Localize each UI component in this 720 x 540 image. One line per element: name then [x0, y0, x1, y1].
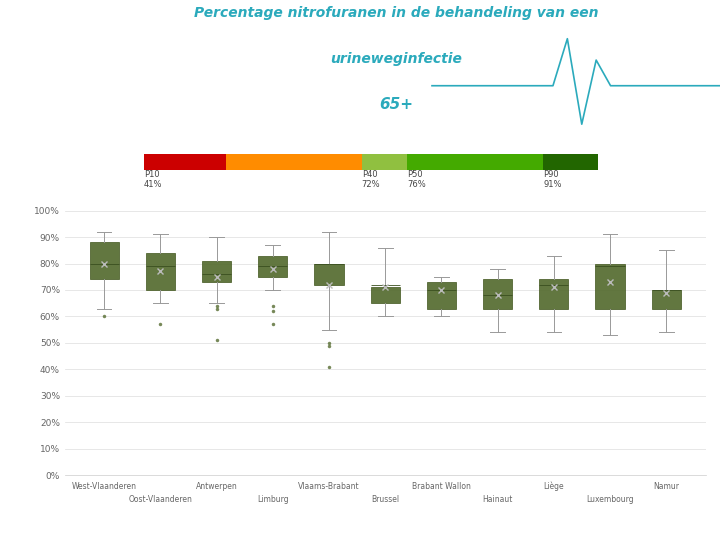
Text: Oost-Vlaanderen: Oost-Vlaanderen [128, 495, 192, 504]
Text: Brabant Wallon: Brabant Wallon [412, 482, 471, 491]
Text: West-Vlaanderen: West-Vlaanderen [72, 482, 137, 491]
Text: urineweginfectie: urineweginfectie [330, 52, 462, 66]
PathPatch shape [483, 279, 512, 308]
Text: P40
72%: P40 72% [361, 170, 380, 190]
Bar [407, 154, 543, 170]
Text: Namur: Namur [653, 482, 679, 491]
Bar [361, 154, 407, 170]
Text: Antwerpen: Antwerpen [196, 482, 238, 491]
PathPatch shape [89, 242, 119, 279]
PathPatch shape [145, 253, 175, 290]
Text: P50
76%: P50 76% [407, 170, 426, 190]
Text: Limburg: Limburg [257, 495, 289, 504]
PathPatch shape [595, 264, 625, 308]
Bar [225, 154, 361, 170]
PathPatch shape [371, 287, 400, 303]
PathPatch shape [427, 282, 456, 308]
Text: Luxembourg: Luxembourg [586, 495, 634, 504]
PathPatch shape [258, 255, 287, 276]
Bar [543, 154, 598, 170]
PathPatch shape [202, 261, 231, 282]
Text: Brussel: Brussel [371, 495, 400, 504]
PathPatch shape [539, 279, 569, 308]
Text: 65+: 65+ [379, 97, 413, 112]
PathPatch shape [315, 264, 343, 285]
Text: Vlaams-Brabant: Vlaams-Brabant [298, 482, 360, 491]
Bar [144, 154, 225, 170]
PathPatch shape [652, 290, 681, 308]
Text: Hainaut: Hainaut [482, 495, 513, 504]
Text: P10
41%: P10 41% [144, 170, 163, 190]
Text: Percentage nitrofuranen in de behandeling van een: Percentage nitrofuranen in de behandelin… [194, 6, 598, 21]
Text: P90
91%: P90 91% [543, 170, 562, 190]
Text: Liège: Liège [544, 482, 564, 491]
